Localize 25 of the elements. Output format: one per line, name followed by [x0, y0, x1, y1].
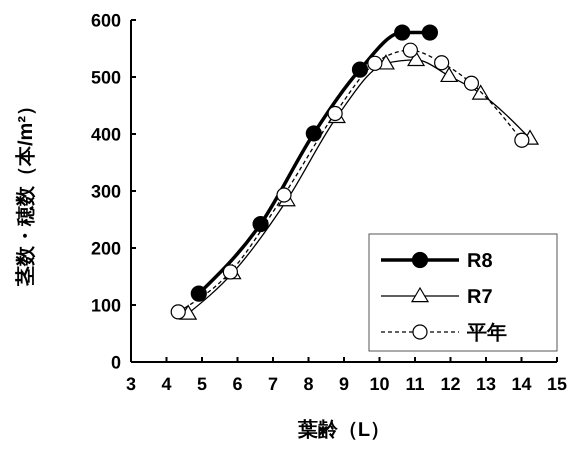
y-tick-label: 600 [90, 10, 121, 30]
x-tick-label: 3 [126, 374, 136, 394]
x-tick-label: 10 [369, 374, 390, 394]
x-tick-label: 6 [232, 374, 243, 394]
x-tick-label: 7 [268, 374, 278, 394]
y-tick-label: 500 [90, 67, 121, 88]
legend-label: R8 [467, 250, 493, 272]
y-axis-title: 茎数・穂数（本/m²） [15, 96, 37, 287]
x-tick-label: 9 [338, 374, 350, 394]
x-tick-label: 12 [440, 374, 461, 394]
x-tick-label: 13 [476, 374, 496, 394]
y-tick-label: 400 [90, 124, 121, 144]
legend-label: R7 [467, 286, 493, 308]
x-tick-label: 14 [511, 374, 532, 394]
x-tick-label: 11 [405, 374, 425, 394]
x-tick-label: 15 [546, 374, 568, 394]
y-tick-label: 300 [90, 181, 121, 202]
x-tick-label: 8 [303, 374, 314, 394]
x-tick-label: 5 [196, 374, 208, 394]
y-tick-label: 100 [90, 295, 121, 316]
y-tick-label: 200 [90, 238, 121, 258]
x-tick-label: 4 [161, 374, 172, 394]
y-tick-label: 0 [110, 352, 121, 372]
legend-label: 平年 [466, 322, 507, 344]
x-axis-title: 葉齢（L） [296, 419, 390, 441]
